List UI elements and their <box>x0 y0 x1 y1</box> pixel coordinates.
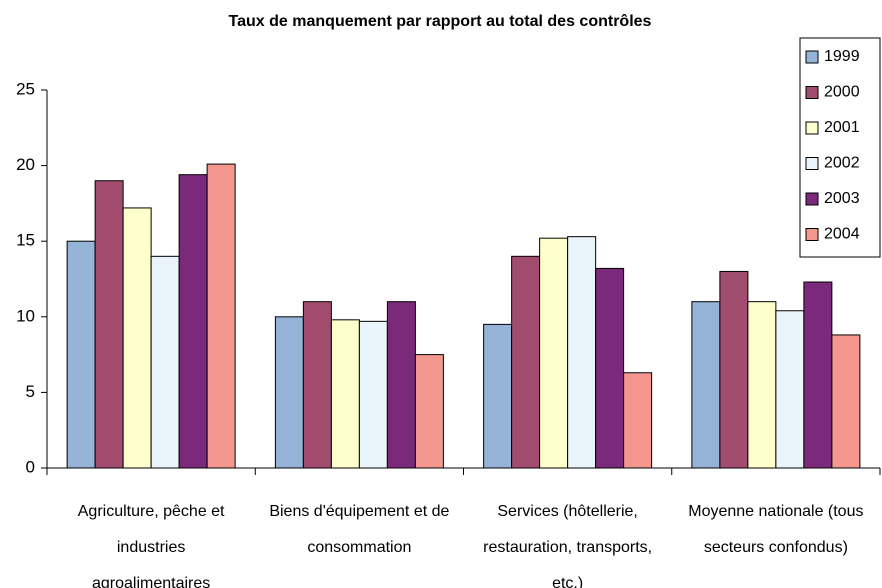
bar <box>595 267 625 469</box>
x-tick-label: Moyenne nationale (tous secteurs confond… <box>688 503 864 556</box>
bar <box>539 237 569 469</box>
legend-label: 1999 <box>824 48 860 65</box>
y-tick-label: 20 <box>16 155 35 174</box>
legend-swatch <box>805 50 819 64</box>
legend-swatch <box>805 157 819 170</box>
y-tick-label: 25 <box>16 79 35 98</box>
legend-swatch <box>805 228 819 241</box>
legend-label: 2004 <box>824 226 860 243</box>
legend-box <box>799 37 881 258</box>
chart-title: Taux de manquement par rapport au total … <box>229 13 652 30</box>
bar <box>302 301 332 469</box>
y-tick-label: 15 <box>16 231 35 250</box>
bar <box>330 319 360 469</box>
bar <box>567 236 597 469</box>
bar <box>511 255 541 469</box>
bar <box>386 301 416 469</box>
bar <box>483 323 513 469</box>
bar <box>274 316 304 469</box>
bar <box>358 320 388 469</box>
y-tick-label: 10 <box>16 306 35 325</box>
bar <box>623 372 653 469</box>
bar <box>803 281 833 469</box>
legend-label: 2000 <box>824 84 860 101</box>
y-tick-label: 0 <box>26 457 35 476</box>
bar <box>747 301 777 469</box>
legend-label: 2003 <box>824 190 860 207</box>
bar <box>831 334 861 469</box>
x-tick-label: Agriculture, pêche et industries agroali… <box>77 503 225 588</box>
legend-swatch <box>805 192 819 206</box>
y-tick-label: 5 <box>26 382 35 401</box>
x-tick-label: Biens d'équipement et de consommation <box>269 503 450 556</box>
bar <box>178 174 208 469</box>
x-tick-label: Services (hôtellerie, restauration, tran… <box>483 503 653 588</box>
bar <box>691 301 721 469</box>
bar <box>122 207 152 469</box>
bar <box>414 354 444 469</box>
legend-swatch <box>805 121 819 135</box>
legend-label: 2001 <box>824 119 860 136</box>
bar <box>775 310 805 469</box>
bar <box>66 240 96 469</box>
bar <box>206 163 236 469</box>
legend-swatch <box>805 86 819 99</box>
bar <box>719 270 749 469</box>
bar <box>150 255 180 469</box>
legend-label: 2002 <box>824 155 860 172</box>
bar <box>94 180 124 469</box>
